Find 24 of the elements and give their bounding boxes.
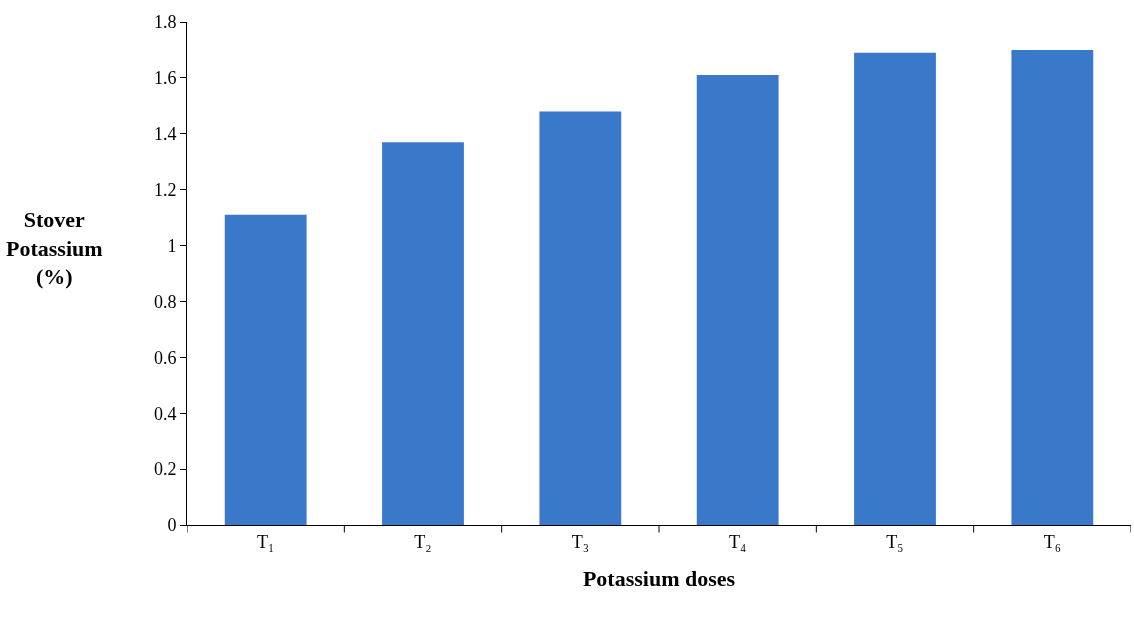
y-tick-label: 1.4 [153, 124, 177, 145]
x-tick-label: T₄ [729, 531, 747, 552]
y-tick-label: 0.6 [153, 347, 177, 368]
y-tick-label: 1.8 [153, 12, 177, 33]
bar [696, 75, 779, 525]
x-tick-label: T₆ [1043, 531, 1061, 552]
y-tick-label: 0.4 [153, 403, 177, 424]
bar [854, 52, 936, 525]
y-tick-label: 0.2 [153, 459, 177, 480]
y-tick-label: 1.2 [153, 179, 177, 200]
x-tick-label: T₅ [886, 531, 904, 552]
x-tick-label: T₂ [414, 531, 432, 552]
y-tick-label: 1 [167, 235, 177, 256]
y-tick-label: 0.8 [153, 291, 177, 312]
bar [382, 142, 464, 525]
x-tick-label: T₁ [257, 531, 275, 552]
x-axis-title: Potassium doses [582, 566, 736, 592]
bar [1011, 49, 1094, 525]
y-axis-title: Stover Potassium (%) [6, 207, 103, 290]
bar [224, 214, 307, 525]
y-tick-label: 0 [167, 515, 177, 536]
bar [539, 111, 622, 525]
x-tick-label: T₃ [571, 531, 589, 552]
y-tick-label: 1.6 [153, 68, 177, 89]
